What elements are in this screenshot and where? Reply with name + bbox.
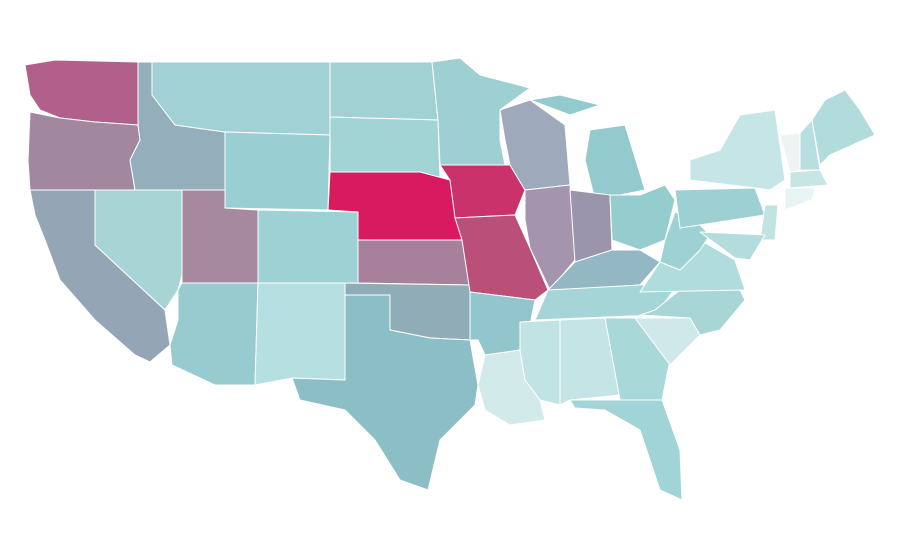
state: [569, 399, 683, 501]
state: [759, 204, 779, 241]
state: [639, 289, 746, 336]
state: [699, 231, 766, 261]
state: [569, 189, 613, 263]
state: [674, 187, 766, 229]
state: [257, 209, 359, 284]
state: [689, 109, 786, 191]
state: [291, 294, 479, 491]
state: [431, 57, 531, 166]
state: [357, 239, 471, 286]
state: [584, 124, 646, 201]
state: [789, 169, 829, 189]
state: [151, 61, 331, 136]
state: [169, 282, 259, 386]
state: [27, 111, 141, 191]
state: [811, 89, 876, 166]
state: [559, 317, 621, 406]
state: [609, 184, 676, 251]
state: [329, 116, 441, 179]
state: [254, 282, 346, 386]
state: [329, 61, 439, 121]
state: [454, 214, 549, 301]
state: [529, 94, 601, 116]
state: [604, 317, 671, 401]
state: [784, 187, 816, 211]
state: [224, 131, 331, 211]
